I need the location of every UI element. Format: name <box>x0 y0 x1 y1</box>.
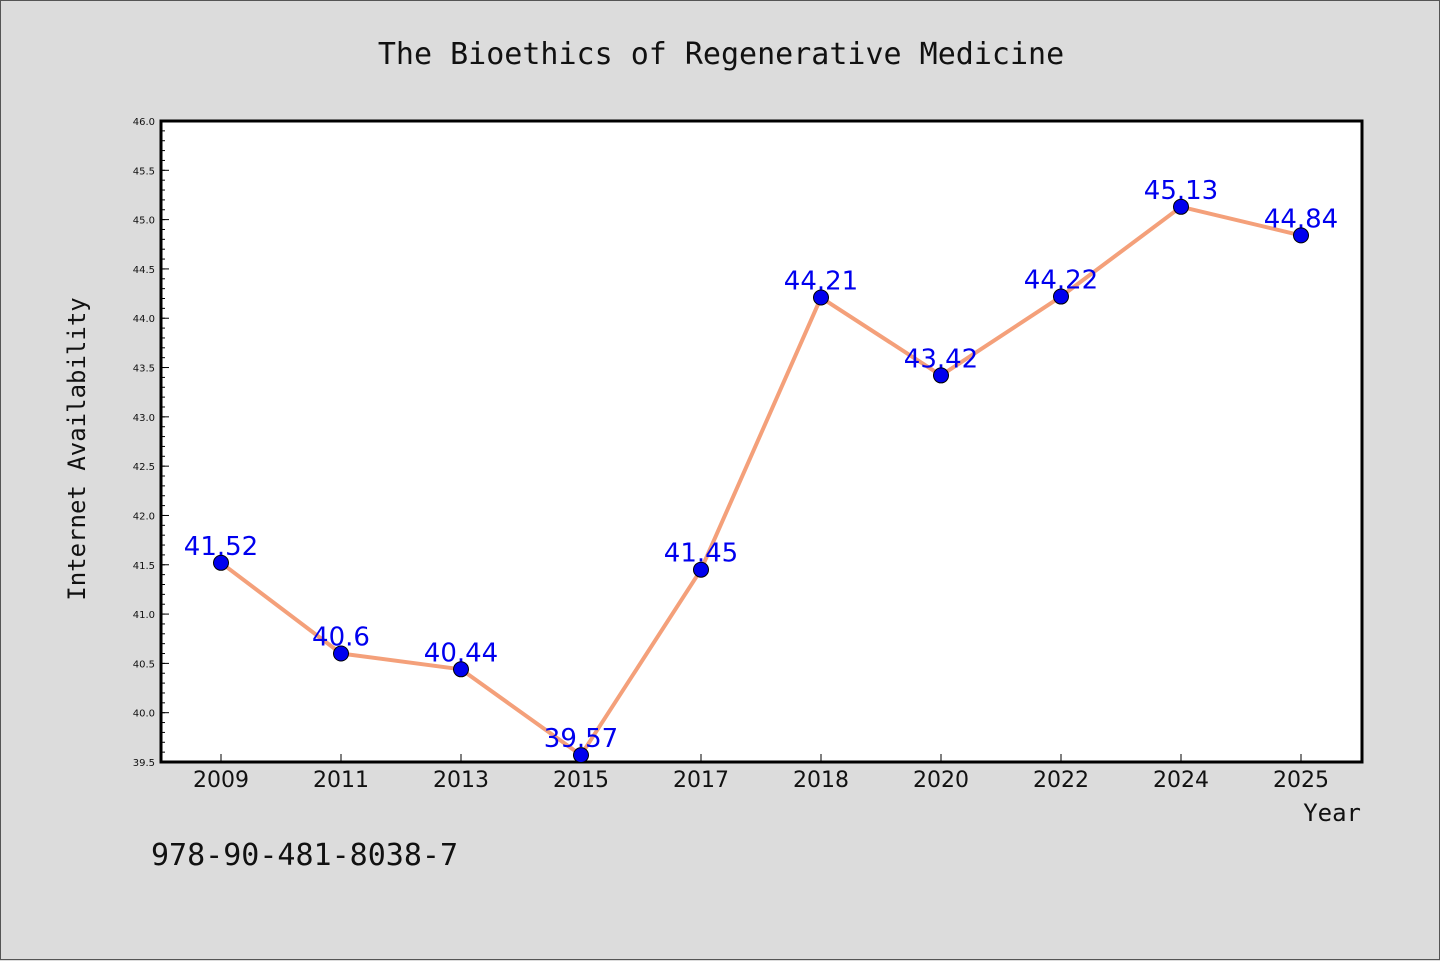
y-tick-label: 43.0 <box>133 413 155 424</box>
data-value-label: 40.6 <box>312 623 370 653</box>
data-point <box>933 367 949 384</box>
y-tick-label: 44.5 <box>133 265 155 276</box>
data-value-label: 45.13 <box>1144 176 1218 206</box>
data-value-label: 44.22 <box>1024 266 1098 296</box>
y-tick-label: 41.5 <box>133 561 155 572</box>
data-value-label: 41.45 <box>664 539 738 569</box>
x-tick-label: 2020 <box>913 768 969 793</box>
y-tick-label: 46.0 <box>133 117 155 128</box>
data-value-label: 44.21 <box>784 267 858 297</box>
data-value-label: 39.57 <box>544 724 618 754</box>
series-line <box>219 204 1302 758</box>
footer-code: 978-90-481-8038-7 <box>151 838 458 873</box>
x-tick-label: 2024 <box>1153 768 1209 793</box>
data-point <box>693 561 709 578</box>
y-tick-label: 42.5 <box>133 462 155 473</box>
y-tick-label: 40.5 <box>133 659 155 670</box>
y-tick-label: 45.0 <box>133 216 155 227</box>
data-point <box>333 645 349 662</box>
x-tick-label: 2017 <box>673 768 729 793</box>
y-tick-label: 43.5 <box>133 364 155 375</box>
y-axis-label: Internet Availability <box>63 297 91 600</box>
y-tick-label: 42.0 <box>133 511 155 522</box>
data-value-label: 41.52 <box>184 532 258 562</box>
y-tick-label: 44.0 <box>133 314 155 325</box>
y-tick-label: 39.5 <box>133 758 155 769</box>
x-axis-label: Year <box>1303 799 1361 827</box>
x-tick-label: 2015 <box>553 768 609 793</box>
x-tick-label: 2025 <box>1273 768 1329 793</box>
data-point <box>813 289 829 306</box>
series-markers <box>213 198 1309 764</box>
data-value-label: 40.44 <box>424 638 498 668</box>
y-tick-label: 45.5 <box>133 166 155 177</box>
x-tick-label: 2022 <box>1033 768 1089 793</box>
x-tick-label: 2009 <box>193 768 249 793</box>
data-point <box>1293 227 1309 244</box>
data-value-label: 44.84 <box>1264 204 1338 234</box>
data-value-label: 43.42 <box>904 344 978 374</box>
x-tick-label: 2018 <box>793 768 849 793</box>
data-labels: 41.52 40.6 40.44 39.57 41.45 44.21 43.42 44.22 4… <box>184 176 1338 754</box>
x-tick-label: 2013 <box>433 768 489 793</box>
x-axis: 2009 2011 2013 2015 2017 2018 2020 2022 2024 2025 <box>193 754 1329 793</box>
chart-title: The Bioethics of Regenerative Medicine <box>378 37 1064 72</box>
plot-area <box>159 119 1364 764</box>
y-axis: 39.5 40.0 40.5 41.0 41.5 42.0 42.5 43.0 43.5 44.0… <box>133 117 169 769</box>
data-point <box>453 661 469 678</box>
y-tick-label: 41.0 <box>133 610 155 621</box>
data-point <box>1173 198 1189 215</box>
data-point <box>213 554 229 571</box>
x-tick-label: 2011 <box>313 768 369 793</box>
y-tick-label: 40.0 <box>133 709 155 720</box>
data-point <box>573 747 589 764</box>
data-point <box>1053 288 1069 305</box>
